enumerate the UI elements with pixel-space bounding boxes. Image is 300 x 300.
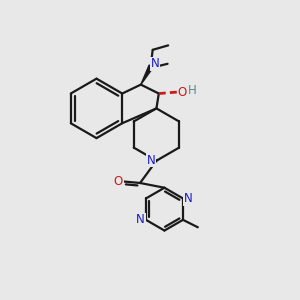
Text: N: N [184,192,193,205]
Text: O: O [114,175,123,188]
Text: O: O [177,86,187,99]
Text: N: N [150,57,159,70]
Text: H: H [188,84,197,97]
Text: N: N [136,213,145,226]
Polygon shape [141,65,153,85]
Text: N: N [147,154,155,166]
